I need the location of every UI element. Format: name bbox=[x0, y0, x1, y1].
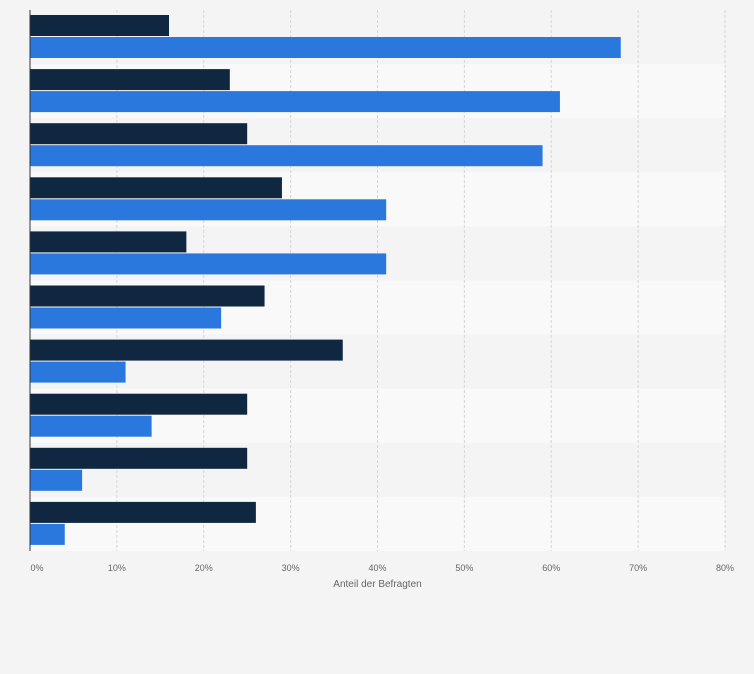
bar-series-1[interactable] bbox=[30, 69, 230, 91]
x-tick-label: 0% bbox=[30, 563, 43, 573]
bar-series-1[interactable] bbox=[30, 393, 248, 415]
bars bbox=[30, 15, 621, 545]
x-tick-label: 60% bbox=[542, 563, 560, 573]
x-tick-label: 20% bbox=[195, 563, 213, 573]
x-tick-labels: 0% 10% 20% 30% 40% 50% 60% 70% 80% bbox=[30, 563, 734, 573]
bar-series-1[interactable] bbox=[30, 231, 187, 253]
bar-series-2[interactable] bbox=[30, 469, 83, 491]
bar-series-2[interactable] bbox=[30, 253, 387, 275]
bar-series-1[interactable] bbox=[30, 447, 248, 469]
bar-series-1[interactable] bbox=[30, 501, 256, 523]
bar-series-2[interactable] bbox=[30, 91, 560, 113]
bar-series-1[interactable] bbox=[30, 177, 282, 199]
bar-series-1[interactable] bbox=[30, 339, 343, 361]
bar-series-1[interactable] bbox=[30, 15, 169, 36]
bar-series-2[interactable] bbox=[30, 37, 621, 58]
x-tick-label: 40% bbox=[368, 563, 386, 573]
x-tick-label: 30% bbox=[282, 563, 300, 573]
bar-series-2[interactable] bbox=[30, 523, 65, 545]
bar-series-2[interactable] bbox=[30, 415, 152, 437]
bar-series-2[interactable] bbox=[30, 199, 387, 221]
bar-series-2[interactable] bbox=[30, 145, 543, 167]
bar-series-1[interactable] bbox=[30, 123, 248, 145]
bar-series-2[interactable] bbox=[30, 361, 126, 383]
x-tick-label: 80% bbox=[716, 563, 734, 573]
x-tick-label: 50% bbox=[455, 563, 473, 573]
x-axis-label: Anteil der Befragten bbox=[333, 579, 421, 590]
x-tick-label: 10% bbox=[108, 563, 126, 573]
x-tick-label: 70% bbox=[629, 563, 647, 573]
bar-series-2[interactable] bbox=[30, 307, 222, 329]
bar-series-1[interactable] bbox=[30, 285, 265, 307]
